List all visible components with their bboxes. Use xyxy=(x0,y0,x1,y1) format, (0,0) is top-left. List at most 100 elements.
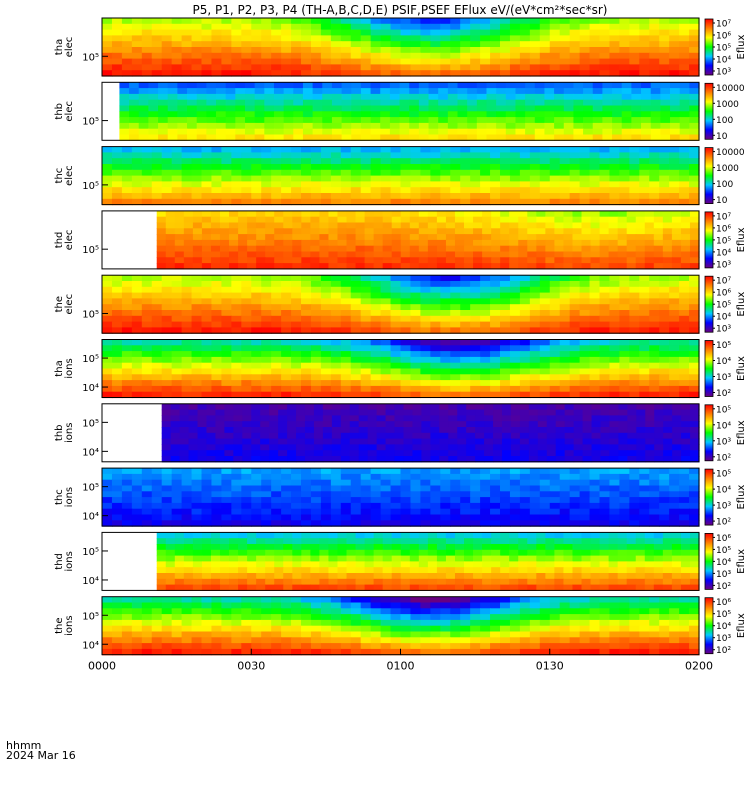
spectrogram-cell xyxy=(174,216,185,224)
spectrogram-cell xyxy=(602,117,613,124)
spectrogram-cell xyxy=(360,187,372,194)
spectrogram-cell xyxy=(261,502,272,510)
spectrogram-cell xyxy=(141,292,153,299)
spectrogram-cell xyxy=(399,99,410,107)
spectrogram-cell xyxy=(291,292,302,299)
spectrogram-cell xyxy=(380,473,392,481)
spectrogram-cell xyxy=(669,193,680,200)
spectrogram-cell xyxy=(544,105,555,112)
spectrogram-cell xyxy=(141,497,153,504)
spectrogram-cell xyxy=(131,351,143,358)
spectrogram-cell xyxy=(690,432,700,440)
spectrogram-cell xyxy=(559,374,571,381)
spectrogram-cell xyxy=(188,409,199,416)
spectrogram-cell xyxy=(211,193,222,200)
spectrogram-cell xyxy=(679,187,690,194)
spectrogram-cell xyxy=(549,485,561,492)
spectrogram-cell xyxy=(312,93,323,101)
spectrogram-cell xyxy=(410,520,421,527)
spectrogram-cell xyxy=(264,105,275,112)
spectrogram-cell xyxy=(271,362,282,370)
spectrogram-cell xyxy=(619,345,630,352)
spectrogram-cell xyxy=(629,380,640,387)
spectrogram-cell xyxy=(549,339,561,346)
spectrogram-cell xyxy=(629,356,640,364)
spectrogram-cell xyxy=(301,58,312,65)
spectrogram-cell xyxy=(102,281,113,288)
spectrogram-cell xyxy=(254,82,265,89)
spectrogram-cell xyxy=(509,245,519,253)
colorbar-tick-label: 10³ xyxy=(716,373,731,383)
spectrogram-cell xyxy=(639,275,650,282)
spectrogram-cell xyxy=(428,88,439,95)
spectrogram-cell xyxy=(310,210,321,218)
spectrogram-cell xyxy=(418,134,430,141)
spectrogram-cell xyxy=(148,99,159,107)
spectrogram-cell xyxy=(599,491,611,498)
spectrogram-cell xyxy=(609,438,619,445)
spectrogram-cell xyxy=(241,315,252,323)
spectrogram-cell xyxy=(291,468,302,475)
spectrogram-cell xyxy=(482,234,492,241)
spectrogram-cell xyxy=(399,105,410,112)
spectrogram-cell xyxy=(410,187,421,194)
spectrogram-cell xyxy=(251,427,261,434)
spectrogram-cell xyxy=(500,374,511,381)
spectrogram-cell xyxy=(225,82,236,89)
spectrogram-cell xyxy=(320,351,332,358)
spectrogram-cell xyxy=(519,421,530,428)
spectrogram-cell xyxy=(569,275,581,282)
spectrogram-cell xyxy=(420,327,431,334)
spectrogram-cell xyxy=(291,502,302,510)
spectrogram-cell xyxy=(350,35,362,42)
spectrogram-cell xyxy=(174,263,185,270)
spectrogram-cell xyxy=(599,275,611,282)
spectrogram-cell xyxy=(271,479,282,487)
spectrogram-cell xyxy=(121,70,133,77)
spectrogram-cell xyxy=(247,222,257,229)
y-axis-label: thc xyxy=(54,489,65,505)
spectrogram-cell xyxy=(242,438,252,445)
spectrogram-cell xyxy=(672,427,682,434)
spectrogram-cell xyxy=(544,117,555,124)
spectrogram-cell xyxy=(251,520,262,527)
spectrogram-cell xyxy=(241,380,252,387)
spectrogram-cell xyxy=(283,251,293,258)
spectrogram-cell xyxy=(544,93,555,101)
spectrogram-cell xyxy=(518,239,528,247)
spectrogram-cell xyxy=(355,245,366,253)
spectrogram-cell xyxy=(283,117,294,124)
spectrogram-cell xyxy=(583,93,594,101)
spectrogram-cell xyxy=(579,339,591,346)
spectrogram-cell xyxy=(350,298,362,305)
spectrogram-cell xyxy=(467,82,478,89)
spectrogram-cell xyxy=(579,508,591,516)
spectrogram-cell xyxy=(629,286,640,294)
spectrogram-cell xyxy=(167,82,178,89)
spectrogram-cell xyxy=(490,181,501,188)
spectrogram-cell xyxy=(500,286,511,294)
spectrogram-cell xyxy=(340,374,352,381)
spectrogram-cell xyxy=(639,298,650,305)
spectrogram-cell xyxy=(663,456,673,463)
spectrogram-cell xyxy=(390,362,402,370)
spectrogram-cell xyxy=(174,245,185,253)
spectrogram-cell xyxy=(430,29,441,36)
spectrogram-cell xyxy=(271,18,282,25)
spectrogram-cell xyxy=(231,292,242,299)
colorbar xyxy=(704,18,714,76)
spectrogram-cell xyxy=(148,111,159,118)
spectrogram-cell xyxy=(490,368,501,375)
spectrogram-cell xyxy=(464,263,474,270)
spectrogram-cell xyxy=(430,321,441,328)
spectrogram-cell xyxy=(278,438,288,445)
spectrogram-cell xyxy=(138,82,149,89)
spectrogram-cell xyxy=(296,450,306,457)
spectrogram-cell xyxy=(201,368,213,375)
spectrogram-cell xyxy=(330,479,342,487)
spectrogram-cell xyxy=(261,374,272,381)
spectrogram-cell xyxy=(608,263,619,270)
spectrogram-cell xyxy=(418,82,430,89)
spectrogram-cell xyxy=(121,41,133,48)
spectrogram-cell xyxy=(131,29,143,36)
